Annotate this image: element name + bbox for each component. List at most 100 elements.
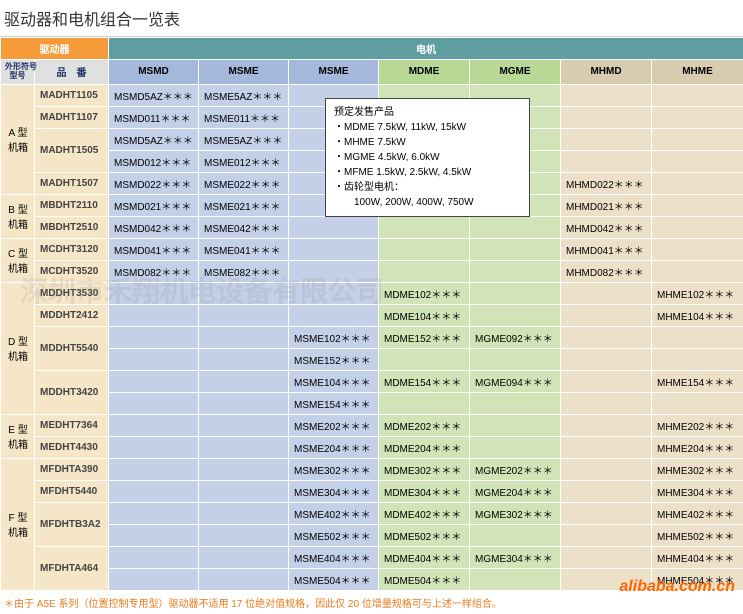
motor-cell: MGME094＊＊＊ [470, 370, 561, 392]
group-label: A 型 机箱 [1, 84, 35, 194]
motor-cell: MSME011＊＊＊ [199, 106, 289, 128]
motor-cell [561, 128, 652, 150]
motor-cell: MHME502＊＊＊ [652, 524, 743, 546]
motor-cell: MSME104＊＊＊ [289, 370, 379, 392]
motor-cell [652, 238, 743, 260]
motor-cell [652, 348, 743, 370]
motor-cell [199, 546, 289, 568]
motor-cell [109, 480, 199, 502]
motor-cell [652, 392, 743, 414]
motor-cell: MGME202＊＊＊ [470, 458, 561, 480]
hdr-shape: 外形符号 型号 [1, 60, 35, 85]
motor-cell [561, 480, 652, 502]
motor-cell [561, 414, 652, 436]
hdr-col-mgme-4: MGME [470, 60, 561, 85]
motor-cell: MHME202＊＊＊ [652, 414, 743, 436]
motor-cell [109, 326, 199, 348]
motor-cell [652, 260, 743, 282]
group-label: F 型 机箱 [1, 458, 35, 590]
motor-cell: MSME022＊＊＊ [199, 172, 289, 194]
product-code: MBDHT2510 [35, 216, 109, 238]
motor-cell [199, 348, 289, 370]
table-row: MCDHT3520MSMD082＊＊＊MSME082＊＊＊MHMD082＊＊＊ [1, 260, 743, 282]
product-code: MADHT1507 [35, 172, 109, 194]
motor-cell: MSMD082＊＊＊ [109, 260, 199, 282]
motor-cell: MDME502＊＊＊ [379, 524, 470, 546]
group-label: C 型 机箱 [1, 238, 35, 282]
motor-cell: MHME302＊＊＊ [652, 458, 743, 480]
motor-cell: MHMD042＊＊＊ [561, 216, 652, 238]
motor-cell [109, 502, 199, 524]
motor-cell: MSME402＊＊＊ [289, 502, 379, 524]
motor-cell: MDME102＊＊＊ [379, 282, 470, 304]
motor-cell [561, 546, 652, 568]
hdr-col-mhmd-5: MHMD [561, 60, 652, 85]
motor-cell [109, 436, 199, 458]
motor-cell [199, 282, 289, 304]
motor-cell [199, 392, 289, 414]
motor-cell: MDME154＊＊＊ [379, 370, 470, 392]
product-code: MFDHTB3A2 [35, 502, 109, 546]
table-row: C 型 机箱MCDHT3120MSMD041＊＊＊MSME041＊＊＊MHMD0… [1, 238, 743, 260]
product-code: MEDHT7364 [35, 414, 109, 436]
motor-cell [379, 348, 470, 370]
product-code: MDDHT3420 [35, 370, 109, 414]
motor-cell: MSME502＊＊＊ [289, 524, 379, 546]
motor-cell [652, 128, 743, 150]
motor-cell [652, 84, 743, 106]
motor-cell: MSMD021＊＊＊ [109, 194, 199, 216]
page-title: 驱动器和电机组合一览表 [0, 0, 743, 36]
motor-cell: MSME021＊＊＊ [199, 194, 289, 216]
motor-cell: MSME202＊＊＊ [289, 414, 379, 436]
motor-cell: MSMD012＊＊＊ [109, 150, 199, 172]
motor-cell: MHMD021＊＊＊ [561, 194, 652, 216]
motor-cell [652, 172, 743, 194]
motor-cell [199, 502, 289, 524]
table-row: MBDHT2510MSMD042＊＊＊MSME042＊＊＊MHMD042＊＊＊ [1, 216, 743, 238]
motor-cell: MDME204＊＊＊ [379, 436, 470, 458]
motor-cell: MHME404＊＊＊ [652, 546, 743, 568]
table-row: F 型 机箱MFDHTA390MSME302＊＊＊MDME302＊＊＊MGME2… [1, 458, 743, 480]
motor-cell [109, 568, 199, 590]
motor-cell [470, 348, 561, 370]
motor-cell [199, 326, 289, 348]
table-row: MSME502＊＊＊MDME502＊＊＊ MHME502＊＊＊ [1, 524, 743, 546]
group-label: D 型 机箱 [1, 282, 35, 414]
motor-cell: MSMD5AZ＊＊＊ [109, 128, 199, 150]
motor-cell [470, 568, 561, 590]
product-code: MBDHT2110 [35, 194, 109, 216]
motor-cell: MGME304＊＊＊ [470, 546, 561, 568]
motor-cell [470, 304, 561, 326]
motor-cell: MDME104＊＊＊ [379, 304, 470, 326]
group-label: E 型 机箱 [1, 414, 35, 458]
motor-cell: MSMD011＊＊＊ [109, 106, 199, 128]
motor-cell [470, 282, 561, 304]
product-code: MADHT1107 [35, 106, 109, 128]
motor-cell [109, 458, 199, 480]
motor-cell: MDME202＊＊＊ [379, 414, 470, 436]
motor-cell [470, 436, 561, 458]
motor-cell: MHME154＊＊＊ [652, 370, 743, 392]
motor-cell: MSME082＊＊＊ [199, 260, 289, 282]
table-row: MDDHT5540MSME102＊＊＊MDME152＊＊＊MGME092＊＊＊ [1, 326, 743, 348]
motor-cell [379, 392, 470, 414]
motor-cell [199, 568, 289, 590]
motor-cell: MHME304＊＊＊ [652, 480, 743, 502]
motor-cell: MSME041＊＊＊ [199, 238, 289, 260]
motor-cell: MHME102＊＊＊ [652, 282, 743, 304]
motor-cell [561, 502, 652, 524]
motor-cell: MDME504＊＊＊ [379, 568, 470, 590]
motor-cell [652, 326, 743, 348]
table-row: MSME152＊＊＊ [1, 348, 743, 370]
motor-cell: MSME5AZ＊＊＊ [199, 84, 289, 106]
motor-cell [109, 304, 199, 326]
motor-cell [561, 282, 652, 304]
table-row: MDDHT2412MDME104＊＊＊MHME104＊＊＊ [1, 304, 743, 326]
hdr-driver: 驱动器 [1, 38, 109, 60]
motor-cell [561, 436, 652, 458]
motor-cell: MSME304＊＊＊ [289, 480, 379, 502]
motor-cell [561, 370, 652, 392]
motor-cell [199, 480, 289, 502]
motor-cell [109, 414, 199, 436]
motor-cell [470, 414, 561, 436]
